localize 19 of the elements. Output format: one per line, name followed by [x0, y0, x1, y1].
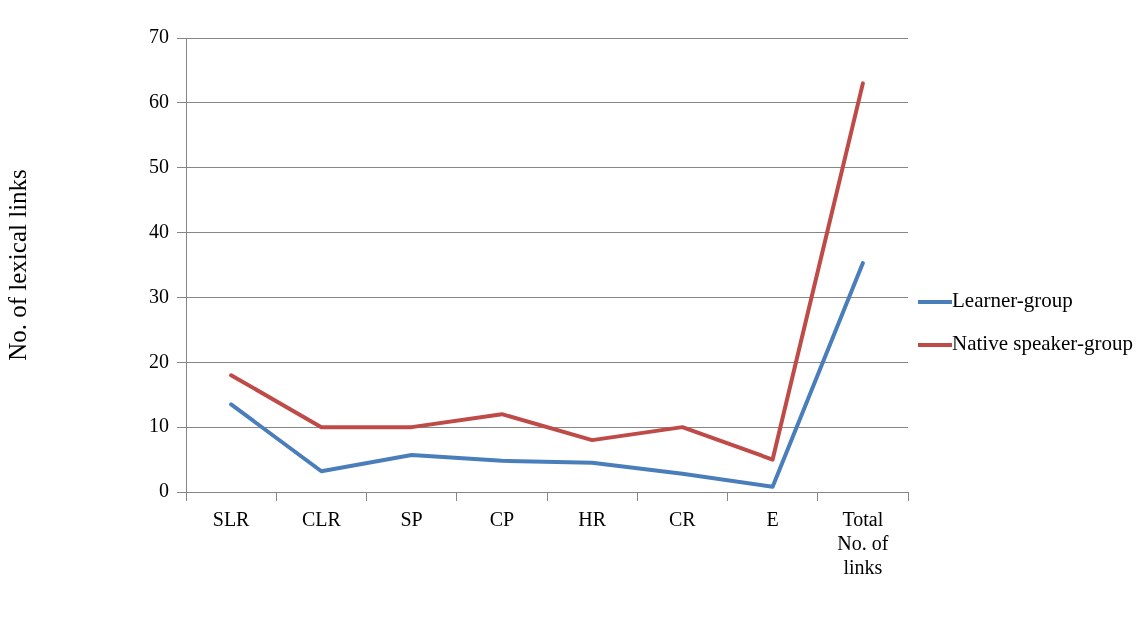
x-tick-label: CR: [669, 508, 697, 531]
legend-label: Learner-group: [952, 288, 1073, 313]
y-tick-label: 30: [149, 284, 169, 307]
x-tick-label: CLR: [301, 508, 342, 531]
x-tick-label: SLR: [212, 508, 251, 531]
legend-label: Native speaker-group: [952, 331, 1133, 356]
x-tick-label: HR: [578, 508, 607, 531]
x-tick-label: E: [766, 508, 779, 531]
y-tick-label: 70: [149, 25, 169, 48]
x-tick-label: SP: [400, 508, 423, 531]
x-tick-label: Total No. of links: [837, 508, 889, 579]
y-axis-title: No. of lexical links: [3, 169, 31, 361]
x-tick-label: CP: [489, 508, 515, 531]
y-tick-label: 0: [159, 479, 169, 502]
y-tick-label: 50: [149, 154, 169, 177]
y-tick-label: 40: [149, 219, 169, 242]
y-tick-label: 60: [149, 90, 169, 113]
y-tick-label: 10: [149, 414, 169, 437]
y-tick-label: 20: [149, 349, 169, 372]
